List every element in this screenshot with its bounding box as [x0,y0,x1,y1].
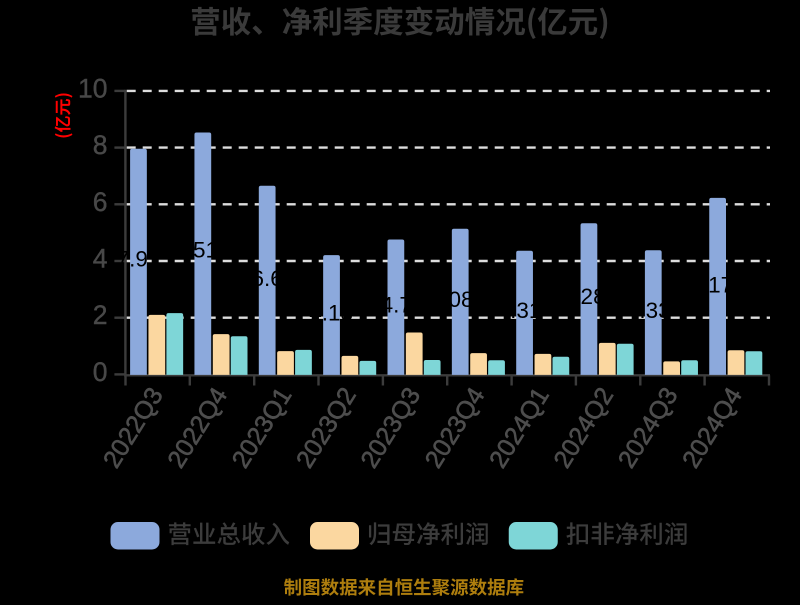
svg-text:4.33: 4.33 [627,298,671,323]
svg-text:4: 4 [93,244,108,274]
svg-text:6: 6 [93,187,108,217]
svg-text:8.51: 8.51 [174,238,218,263]
svg-text:4.75: 4.75 [381,293,425,318]
svg-text:5.28: 5.28 [562,284,606,309]
svg-text:10: 10 [78,73,107,103]
svg-text:4.18: 4.18 [309,301,353,326]
svg-text:6.17: 6.17 [689,273,733,298]
svg-text:5.08: 5.08 [430,287,474,312]
svg-text:2: 2 [93,300,108,330]
svg-text:0: 0 [93,357,108,387]
svg-text:4.31: 4.31 [498,298,542,323]
svg-text:6.63: 6.63 [252,266,296,291]
svg-text:7.9: 7.9 [117,247,148,272]
svg-text:8: 8 [93,130,108,160]
